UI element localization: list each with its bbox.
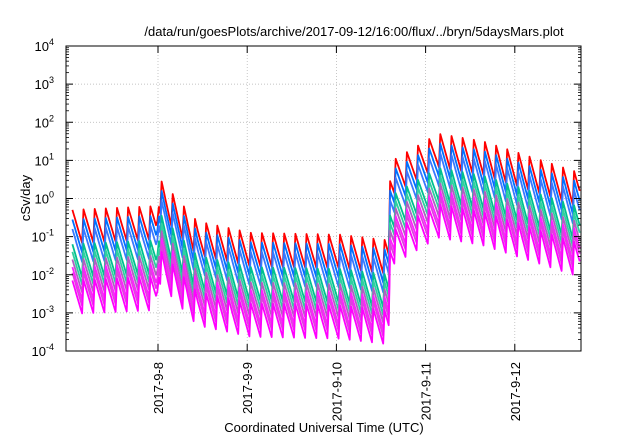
x-tick-label: 2017-9-9: [240, 362, 255, 414]
y-tick-label: 10-3: [32, 304, 54, 321]
x-tick-label: 2017-9-8: [151, 362, 166, 414]
x-axis-label: Coordinated Universal Time (UTC): [224, 420, 423, 435]
chart-title: /data/run/goesPlots/archive/2017-09-12/1…: [144, 24, 564, 39]
y-tick-label: 104: [35, 37, 54, 54]
series-line: [71, 203, 581, 345]
x-axis: 2017-9-8 2017-9-9 2017-9-10 2017-9-11 2017-9…: [151, 46, 523, 421]
y-tick-label: 101: [35, 151, 54, 168]
x-tick-label: 2017-9-10: [329, 362, 344, 421]
x-tick-label: 2017-9-11: [419, 362, 434, 420]
y-axis: 10-4 10-3 10-2 10-1 100 101 102 103 104: [32, 37, 581, 359]
series-lines: [71, 133, 581, 345]
y-axis-label: cSv/day: [18, 174, 33, 221]
y-tick-label: 100: [35, 190, 54, 207]
y-tick-label: 10-4: [32, 342, 54, 359]
y-tick-label: 103: [35, 75, 54, 92]
y-tick-label: 102: [35, 113, 54, 130]
y-tick-label: 10-1: [32, 228, 54, 245]
x-tick-label: 2017-9-12: [508, 362, 523, 421]
y-tick-label: 10-2: [32, 266, 54, 283]
